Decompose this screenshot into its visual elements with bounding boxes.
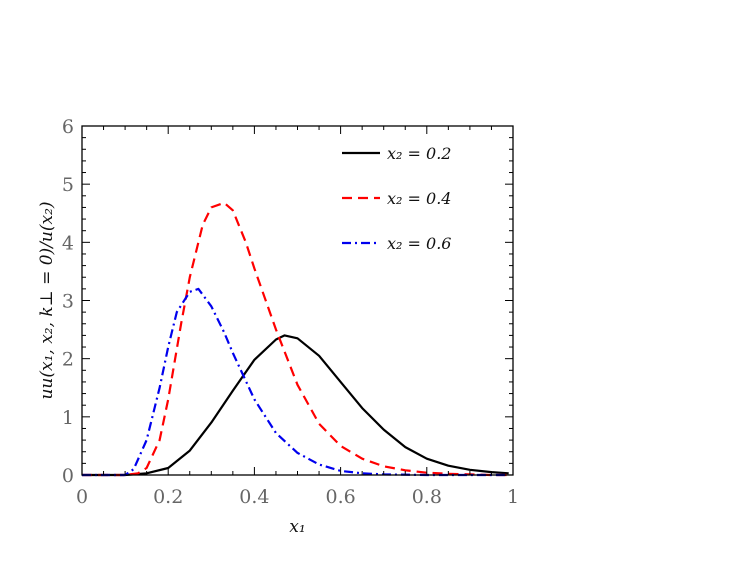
- y-tick-label: 4: [62, 232, 74, 254]
- series-lines: [82, 201, 509, 477]
- y-tick-label: 3: [62, 291, 74, 313]
- x-tick-label: 0.8: [412, 486, 442, 508]
- y-tick-label: 2: [62, 349, 74, 371]
- x-tick-label: 0: [76, 486, 88, 508]
- x-tick-label: 0.4: [239, 486, 269, 508]
- x-tick-label: 0.2: [153, 486, 183, 508]
- plot-frame: [81, 125, 514, 476]
- series-line-2: [82, 201, 509, 477]
- legend-label-3: x₂ = 0.6: [387, 234, 451, 253]
- y-axis: 0 1 2 3 4 5 6: [62, 116, 513, 487]
- y-axis-label: uu(x₁, x₂, k⊥ = 0)/u(x₂): [37, 201, 57, 399]
- series-line-3: [82, 287, 509, 477]
- y-tick-label: 5: [62, 174, 74, 196]
- x-axis: 0 0.2 0.4 0.6 0.8 1: [76, 126, 519, 508]
- legend-label-1: x₂ = 0.2: [387, 144, 451, 163]
- x-tick-label: 1: [507, 486, 519, 508]
- y-tick-label: 6: [62, 116, 74, 138]
- x-tick-label: 0.6: [325, 486, 355, 508]
- series-line-1: [82, 334, 509, 477]
- x-axis-label: x₁: [289, 517, 305, 537]
- y-tick-label: 0: [62, 465, 74, 487]
- legend-label-2: x₂ = 0.4: [387, 189, 451, 208]
- y-tick-label: 1: [62, 407, 74, 429]
- legend: x₂ = 0.2 x₂ = 0.4 x₂ = 0.6: [342, 144, 451, 253]
